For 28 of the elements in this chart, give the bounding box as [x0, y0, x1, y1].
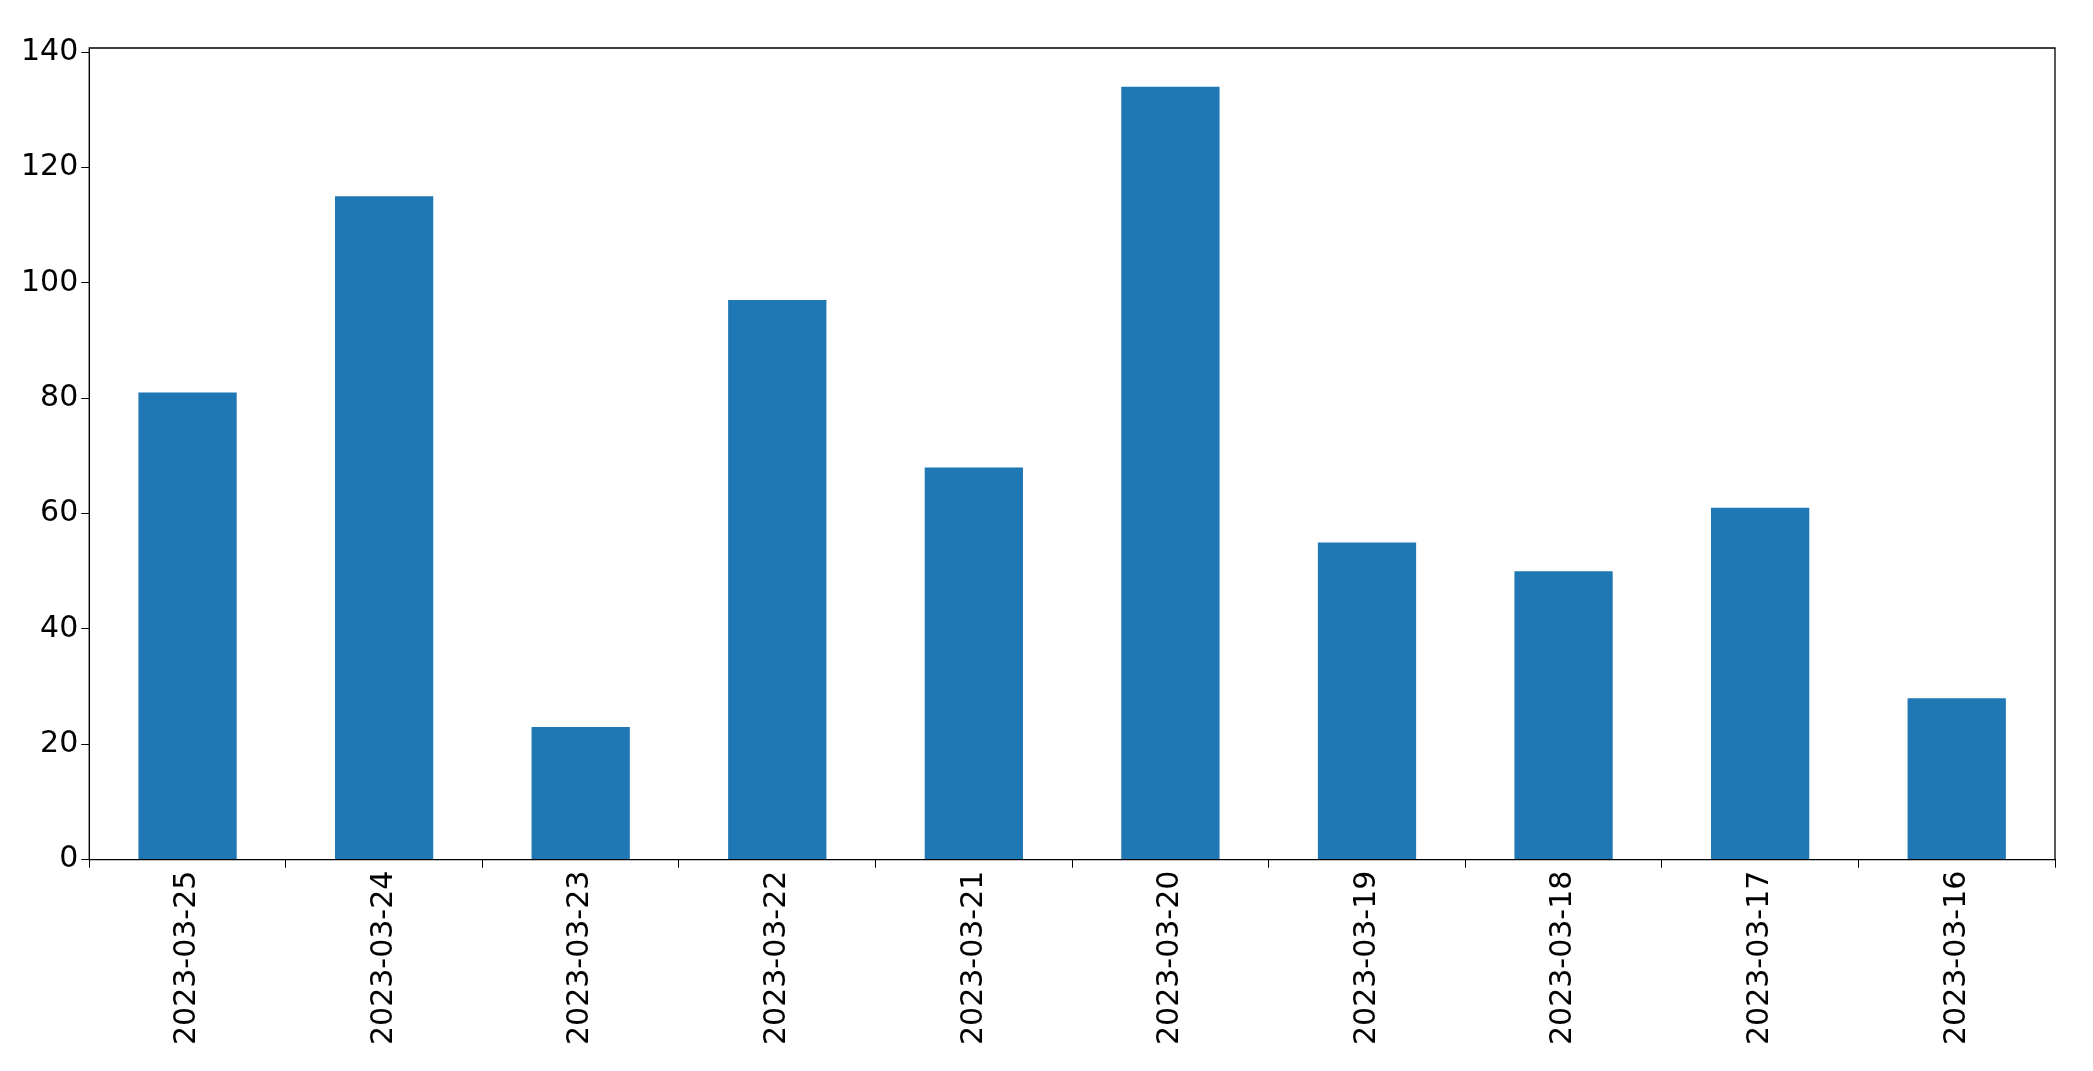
- bar: [924, 467, 1023, 860]
- x-tick-label: 2023-03-23: [560, 870, 596, 1046]
- x-tick-label: 2023-03-17: [1739, 870, 1775, 1046]
- x-tick-label: 2023-03-20: [1150, 870, 1186, 1046]
- y-tick-label: 20: [40, 724, 79, 760]
- y-tick-label: 40: [40, 608, 79, 644]
- x-tick-label: 2023-03-18: [1543, 870, 1579, 1046]
- bar: [531, 726, 630, 860]
- y-tick-label: 120: [21, 147, 79, 183]
- bar: [728, 300, 827, 860]
- bar: [1514, 571, 1613, 860]
- bar: [334, 196, 434, 860]
- x-tick-label: 2023-03-22: [757, 870, 793, 1046]
- y-tick-label: 100: [21, 262, 79, 298]
- y-tick-label: 0: [59, 839, 79, 875]
- bar: [1121, 86, 1220, 860]
- bar: [1317, 542, 1417, 860]
- bar: [138, 392, 237, 860]
- bar: [1907, 698, 2006, 860]
- x-tick-label: 2023-03-25: [167, 870, 203, 1046]
- bar: [1711, 507, 1810, 860]
- y-tick-label: 60: [40, 493, 79, 529]
- y-tick-label: 80: [40, 377, 79, 413]
- y-tick-label: 140: [21, 31, 79, 67]
- x-tick-label: 2023-03-19: [1346, 870, 1382, 1046]
- x-tick-label: 2023-03-24: [363, 870, 399, 1046]
- x-tick-label: 2023-03-21: [953, 870, 989, 1046]
- x-tick-label: 2023-03-16: [1936, 870, 1972, 1046]
